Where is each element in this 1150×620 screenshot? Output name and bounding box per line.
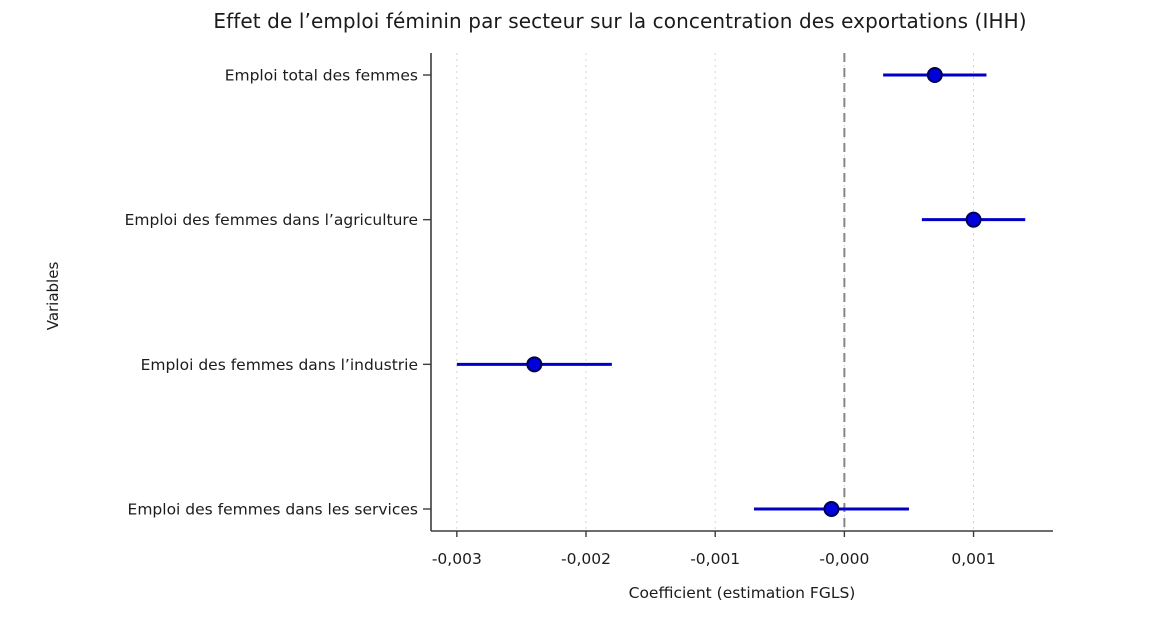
y-category-label: Emploi total des femmes <box>225 67 418 85</box>
y-category-label: Emploi des femmes dans l’industrie <box>141 356 418 374</box>
data-point <box>965 211 982 228</box>
chart-title: Effet de l’emploi féminin par secteur su… <box>213 9 1027 33</box>
x-axis-label: Coefficient (estimation FGLS) <box>628 584 856 602</box>
y-category-label: Emploi des femmes dans l’agriculture <box>125 211 418 229</box>
data-point <box>926 67 943 83</box>
x-tick-label: -0,000 <box>819 550 869 568</box>
x-tick-label: -0,003 <box>432 550 482 568</box>
x-tick-label: -0,002 <box>561 550 611 568</box>
data-point <box>526 356 543 373</box>
data-point <box>823 501 840 517</box>
x-tick-label: 0,001 <box>951 550 995 568</box>
y-category-label: Emploi des femmes dans les services <box>128 501 418 519</box>
x-tick-label: -0,001 <box>690 550 740 568</box>
